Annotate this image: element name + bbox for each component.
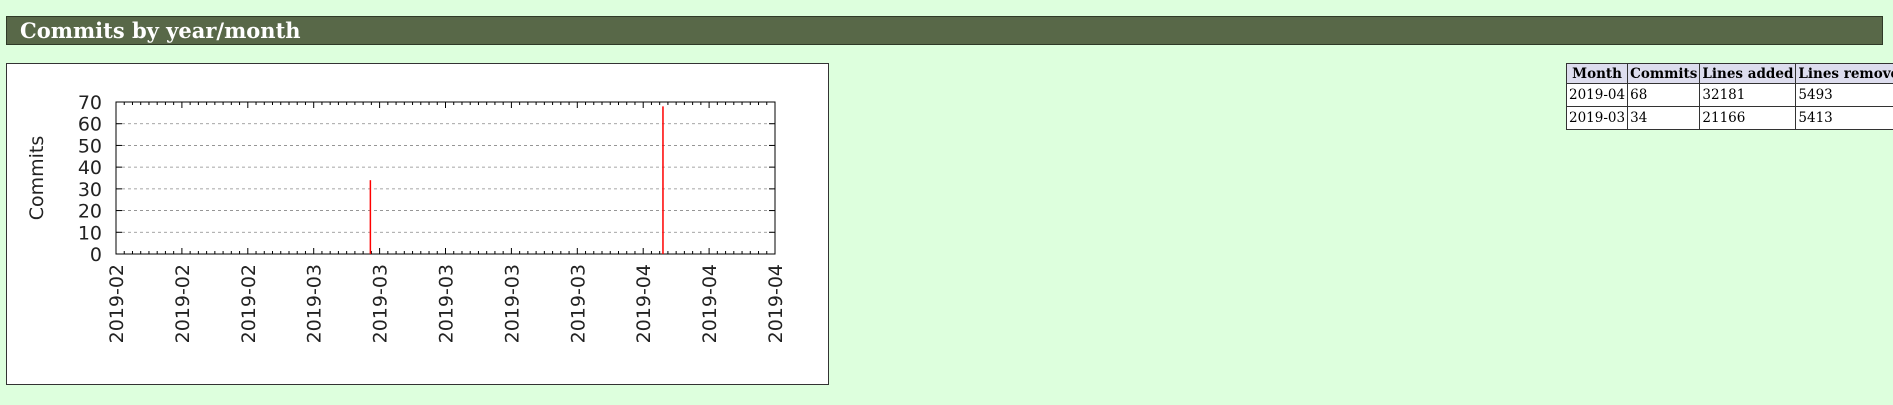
table-cell-commits: 34 [1627, 106, 1701, 130]
commits-by-month-table: Month Commits Lines added Lines removed … [1565, 63, 1893, 130]
commits-table-container: Month Commits Lines added Lines removed … [1565, 63, 1893, 130]
commits-chart: 0 10 20 30 40 50 60 70 2019-02 2019-02 2019-02 2019… [6, 63, 829, 385]
x-tick-label: 2019-03 [370, 264, 392, 343]
y-tick-label: 20 [78, 201, 102, 223]
x-tick-label: 2019-03 [304, 264, 326, 343]
section-header: Commits by year/month [6, 16, 1883, 45]
x-tick-label: 2019-04 [765, 264, 787, 343]
y-tick-label: 30 [78, 179, 102, 201]
table-row: 2019-04 68 32181 5493 [1565, 83, 1893, 107]
column-header-lines-removed: Lines removed [1795, 63, 1893, 84]
y-tick-label: 50 [78, 135, 102, 157]
x-tick-label: 2019-02 [238, 264, 260, 343]
y-axis-label: Commits [26, 136, 48, 221]
table-cell-month: 2019-03 [1565, 106, 1629, 130]
section-title: Commits by year/month [20, 18, 301, 43]
column-header-month: Month [1565, 63, 1629, 84]
x-tick-label: 2019-04 [699, 264, 721, 343]
x-tick-label: 2019-03 [567, 264, 589, 343]
plot-area-border [115, 101, 776, 255]
x-tick-label: 2019-04 [633, 264, 655, 343]
y-tick-label: 70 [78, 92, 102, 114]
table-cell-commits: 68 [1627, 83, 1701, 107]
table-cell-lines-removed: 5493 [1795, 83, 1893, 107]
column-header-lines-added: Lines added [1699, 63, 1797, 84]
y-tick-label: 10 [78, 222, 102, 244]
x-tick-label: 2019-03 [501, 264, 523, 343]
table-cell-lines-added: 21166 [1699, 106, 1797, 130]
table-cell-lines-removed: 5413 [1795, 106, 1893, 130]
table-header-row: Month Commits Lines added Lines removed [1565, 63, 1893, 84]
table-cell-lines-added: 32181 [1699, 83, 1797, 107]
x-tick-label: 2019-03 [436, 264, 458, 343]
column-header-commits: Commits [1627, 63, 1701, 84]
x-tick-label: 2019-02 [106, 264, 128, 343]
table-cell-month: 2019-04 [1565, 83, 1629, 107]
table-row: 2019-03 34 21166 5413 [1565, 106, 1893, 130]
y-tick-label: 40 [78, 157, 102, 179]
y-tick-label: 60 [78, 114, 102, 136]
x-tick-label: 2019-02 [172, 264, 194, 343]
y-tick-label: 0 [90, 244, 102, 266]
